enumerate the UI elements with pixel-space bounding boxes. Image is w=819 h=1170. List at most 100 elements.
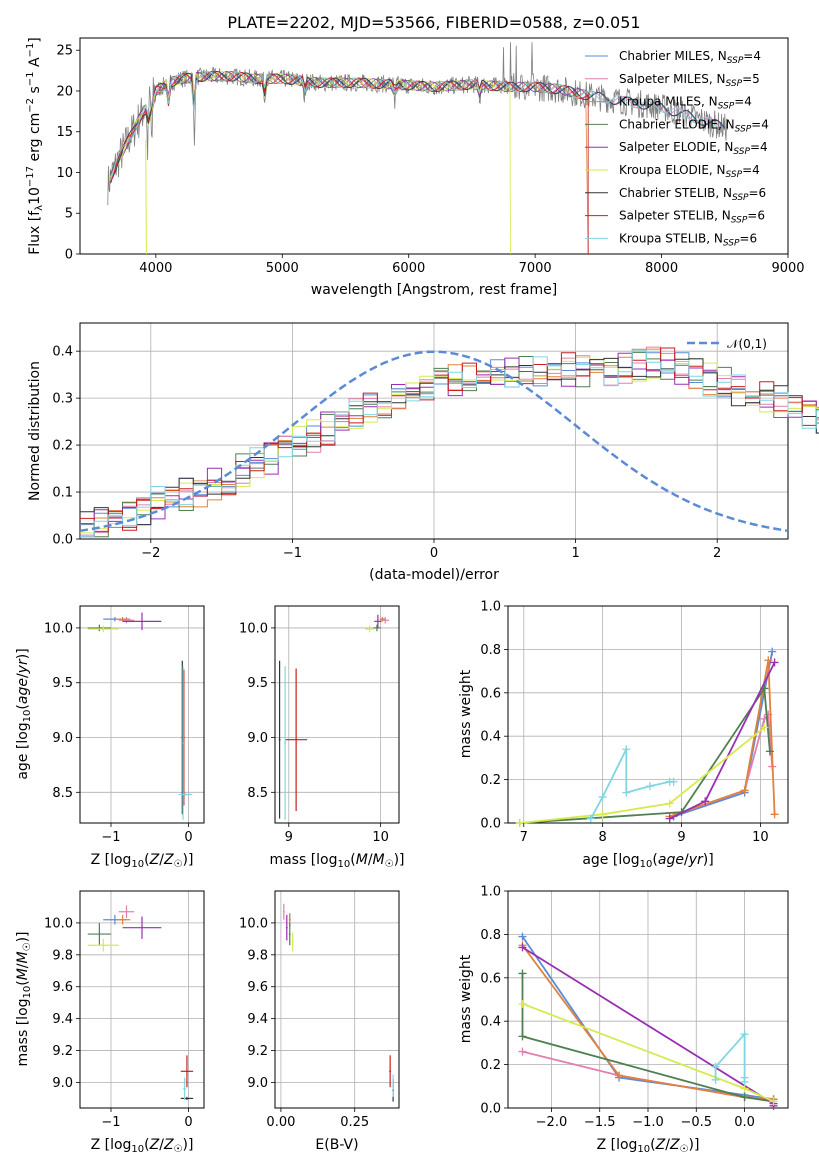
y-tick-label: 9.2 <box>52 1044 73 1059</box>
weight-marker <box>740 1030 749 1039</box>
x-tick-label: −0.5 <box>680 1115 712 1130</box>
weight-vs-age-panel: age [log10(age/yr)] mass weight 7 8 9 10 0.0… <box>458 600 789 870</box>
y-tick-label: 0.3 <box>52 392 73 407</box>
x-tick-label: 0 <box>184 1115 192 1130</box>
y-tick-label: 10.0 <box>44 621 73 636</box>
weight-marker <box>622 788 631 797</box>
weight-vs-Z-plot-area <box>518 932 778 1110</box>
age-vs-Z-panel: Z [log10(Z/Z☉)] age [log10(age/yr)] −1 0 8… <box>15 605 205 870</box>
weight-marker <box>518 932 527 941</box>
grid-lines <box>275 606 399 823</box>
y-tick-label: 1.0 <box>480 885 501 900</box>
legend-label: Chabrier MILES, NSSP=4 <box>619 49 761 66</box>
y-tick-label: 0.0 <box>480 817 501 832</box>
x-tick-label: −2.0 <box>536 1115 568 1130</box>
weight-line <box>519 685 771 824</box>
spectrum-xlabel: wavelength [Angstrom, rest frame] <box>311 282 557 298</box>
weight-marker <box>669 777 678 786</box>
x-tick-label: 0.00 <box>266 1115 295 1130</box>
legend-label: 𝒩(0,1) <box>727 337 767 351</box>
weight-marker <box>770 658 779 667</box>
x-tick-label: −1 <box>101 830 120 845</box>
y-tick-label: 0.2 <box>52 439 73 454</box>
spectrum-model-line <box>145 139 147 255</box>
y-tick-label: 15 <box>56 125 73 140</box>
x-tick-label: −2 <box>141 546 160 561</box>
x-tick-label: 8 <box>599 830 607 845</box>
x-tick-label: −1.0 <box>632 1115 664 1130</box>
weight-marker <box>515 819 524 827</box>
weight-line <box>590 748 674 820</box>
weight-marker <box>768 647 777 656</box>
legend-label: Kroupa MILES, NSSP=4 <box>619 95 752 112</box>
gaussian-reference-curve <box>79 350 789 533</box>
mass-vs-Z-plot-area <box>87 905 194 1101</box>
weight-marker <box>586 814 595 823</box>
mass-vs-Z-panel: Z [log10(Z/Z☉)] mass [log10(M/M☉)] −1 0 9.… <box>15 890 205 1155</box>
x-tick-label: 0.25 <box>340 1115 369 1130</box>
x-tick-label: 5000 <box>266 261 299 276</box>
mass-vs-Z-ylabel: mass [log10(M/M☉)] <box>15 931 33 1066</box>
weight-marker <box>770 810 779 819</box>
spectrum-model-line <box>109 70 511 254</box>
histogram-step-line <box>80 349 819 538</box>
x-tick-label: −1.5 <box>584 1115 616 1130</box>
weight-vs-age-ylabel: mass weight <box>458 669 474 758</box>
spectrum-ylabel: Flux [fλ10−17 erg cm−2 s−1 A−1] <box>25 37 45 255</box>
weight-vs-age-plot-area <box>515 647 779 827</box>
weight-marker <box>740 786 749 795</box>
weight-line <box>714 1031 746 1082</box>
x-tick-label: 0 <box>184 830 192 845</box>
legend-label: Kroupa STELIB, NSSP=6 <box>619 231 757 248</box>
mass-vs-ebv-xlabel: E(B-V) <box>315 1137 358 1153</box>
axis-ticks: −2.0 −1.5 −1.0 −0.5 0.0 0.0 0.2 0.4 0.6 0.8 1.0 <box>480 885 755 1131</box>
axis-ticks: −1 0 9.0 9.2 9.4 9.6 9.8 10.0 <box>44 916 193 1130</box>
x-tick-label: −1 <box>101 1115 120 1130</box>
weight-marker <box>740 1093 749 1102</box>
legend-label: Salpeter MILES, NSSP=5 <box>619 72 760 89</box>
y-tick-label: 9.5 <box>52 676 73 691</box>
weight-vs-age-xlabel: age [log10(age/yr)] <box>582 852 713 870</box>
y-tick-label: 0.6 <box>480 686 501 701</box>
x-tick-label: 1 <box>571 546 579 561</box>
grid-lines <box>508 890 788 1109</box>
axis-ticks: 0.00 0.25 9.0 9.2 9.4 9.6 9.8 10.0 <box>239 916 369 1130</box>
weight-line <box>519 726 765 824</box>
age-vs-mass-panel: mass [log10(M/M☉)] 9 10 8.5 9.0 9.5 10.0 <box>239 605 405 870</box>
y-tick-label: 10.0 <box>44 916 73 931</box>
x-tick-label: 10 <box>752 830 769 845</box>
axis-ticks: 4000 5000 6000 7000 8000 9000 0 5 10 15 20 25 <box>56 44 804 276</box>
age-vs-mass-xlabel: mass [log10(M/M☉)] <box>269 852 404 870</box>
figure-title: PLATE=2202, MJD=53566, FIBERID=0588, z=0… <box>227 13 640 32</box>
weight-marker <box>701 797 710 806</box>
mass-vs-Z-xlabel: Z [log10(Z/Z☉)] <box>91 1137 194 1155</box>
y-tick-label: 9.0 <box>247 1076 268 1091</box>
y-tick-label: 0.4 <box>480 1015 501 1030</box>
weight-marker <box>665 814 674 823</box>
y-tick-label: 9.8 <box>52 948 73 963</box>
y-tick-label: 9.4 <box>52 1012 73 1027</box>
spectrum-model-line <box>109 71 718 181</box>
x-tick-label: 4000 <box>139 261 172 276</box>
x-tick-label: 0 <box>430 546 438 561</box>
y-tick-label: 9.8 <box>247 948 268 963</box>
weight-marker <box>518 1047 527 1056</box>
x-tick-label: −1 <box>283 546 302 561</box>
x-tick-label: 9000 <box>771 261 804 276</box>
y-tick-label: 10.0 <box>239 621 268 636</box>
weight-marker <box>622 745 631 754</box>
y-tick-label: 1.0 <box>480 600 501 615</box>
x-tick-label: 7000 <box>519 261 552 276</box>
weight-marker <box>645 782 654 791</box>
legend-label: Chabrier STELIB, NSSP=6 <box>619 186 766 203</box>
spectrum-plot-area <box>107 42 728 255</box>
y-tick-label: 9.6 <box>247 980 268 995</box>
weight-marker <box>769 1097 778 1106</box>
residuals-xlabel: (data-model)/error <box>369 567 499 583</box>
weight-marker <box>598 810 607 819</box>
age-vs-Z-xlabel: Z [log10(Z/Z☉)] <box>91 852 194 870</box>
weight-marker <box>518 999 527 1008</box>
y-tick-label: 8.5 <box>247 786 268 801</box>
weight-marker <box>615 1071 624 1080</box>
